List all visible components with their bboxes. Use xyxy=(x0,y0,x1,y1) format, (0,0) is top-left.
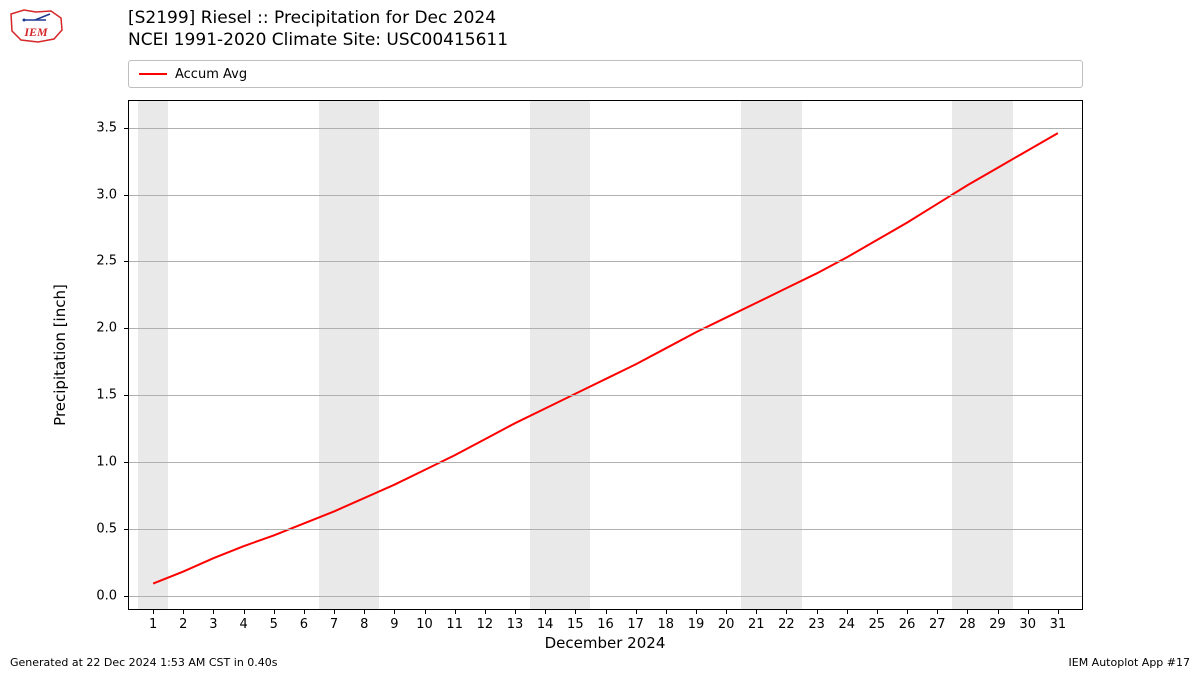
xtick-label: 7 xyxy=(330,609,338,632)
y-axis-label: Precipitation [inch] xyxy=(51,284,69,426)
xtick-label: 29 xyxy=(989,609,1006,632)
line-series xyxy=(129,101,1082,609)
title-line-1: [S2199] Riesel :: Precipitation for Dec … xyxy=(128,8,508,28)
xtick-label: 28 xyxy=(959,609,976,632)
xtick-label: 21 xyxy=(748,609,765,632)
plot-area: 0.00.51.01.52.02.53.03.51234567891011121… xyxy=(128,100,1083,610)
xtick-label: 6 xyxy=(300,609,308,632)
xtick-label: 17 xyxy=(627,609,644,632)
footer-generated: Generated at 22 Dec 2024 1:53 AM CST in … xyxy=(10,656,278,669)
xtick-label: 22 xyxy=(778,609,795,632)
ytick-label: 1.0 xyxy=(96,454,129,469)
xtick-label: 23 xyxy=(808,609,825,632)
xtick-label: 18 xyxy=(658,609,675,632)
ytick-label: 0.0 xyxy=(96,588,129,603)
gridline xyxy=(129,596,1082,597)
xtick-label: 10 xyxy=(416,609,433,632)
xtick-label: 31 xyxy=(1050,609,1067,632)
xtick-label: 3 xyxy=(209,609,217,632)
gridline xyxy=(129,195,1082,196)
xtick-label: 19 xyxy=(688,609,705,632)
xtick-label: 8 xyxy=(360,609,368,632)
xtick-label: 4 xyxy=(239,609,247,632)
x-axis-label: December 2024 xyxy=(545,634,666,652)
gridline xyxy=(129,462,1082,463)
xtick-label: 2 xyxy=(179,609,187,632)
xtick-label: 5 xyxy=(270,609,278,632)
ytick-label: 1.5 xyxy=(96,388,129,403)
xtick-label: 16 xyxy=(597,609,614,632)
iem-logo: IEM xyxy=(6,6,66,46)
xtick-label: 27 xyxy=(929,609,946,632)
xtick-label: 1 xyxy=(149,609,157,632)
title-line-2: NCEI 1991-2020 Climate Site: USC00415611 xyxy=(128,30,508,50)
gridline xyxy=(129,128,1082,129)
xtick-label: 9 xyxy=(390,609,398,632)
xtick-label: 12 xyxy=(477,609,494,632)
xtick-label: 20 xyxy=(718,609,735,632)
legend: Accum Avg xyxy=(128,60,1083,88)
gridline xyxy=(129,328,1082,329)
xtick-label: 15 xyxy=(567,609,584,632)
xtick-label: 25 xyxy=(869,609,886,632)
legend-swatch xyxy=(139,73,167,75)
accum-avg-line xyxy=(153,133,1058,584)
footer-app: IEM Autoplot App #17 xyxy=(1069,656,1191,669)
svg-text:IEM: IEM xyxy=(23,25,48,39)
ytick-label: 2.5 xyxy=(96,254,129,269)
xtick-label: 26 xyxy=(899,609,916,632)
ytick-label: 2.0 xyxy=(96,321,129,336)
xtick-label: 13 xyxy=(507,609,524,632)
ytick-label: 3.0 xyxy=(96,187,129,202)
gridline xyxy=(129,395,1082,396)
xtick-label: 30 xyxy=(1019,609,1036,632)
ytick-label: 0.5 xyxy=(96,521,129,536)
legend-label: Accum Avg xyxy=(175,67,247,82)
xtick-label: 11 xyxy=(446,609,463,632)
xtick-label: 24 xyxy=(838,609,855,632)
gridline xyxy=(129,261,1082,262)
gridline xyxy=(129,529,1082,530)
chart-title: [S2199] Riesel :: Precipitation for Dec … xyxy=(128,8,508,50)
ytick-label: 3.5 xyxy=(96,120,129,135)
xtick-label: 14 xyxy=(537,609,554,632)
